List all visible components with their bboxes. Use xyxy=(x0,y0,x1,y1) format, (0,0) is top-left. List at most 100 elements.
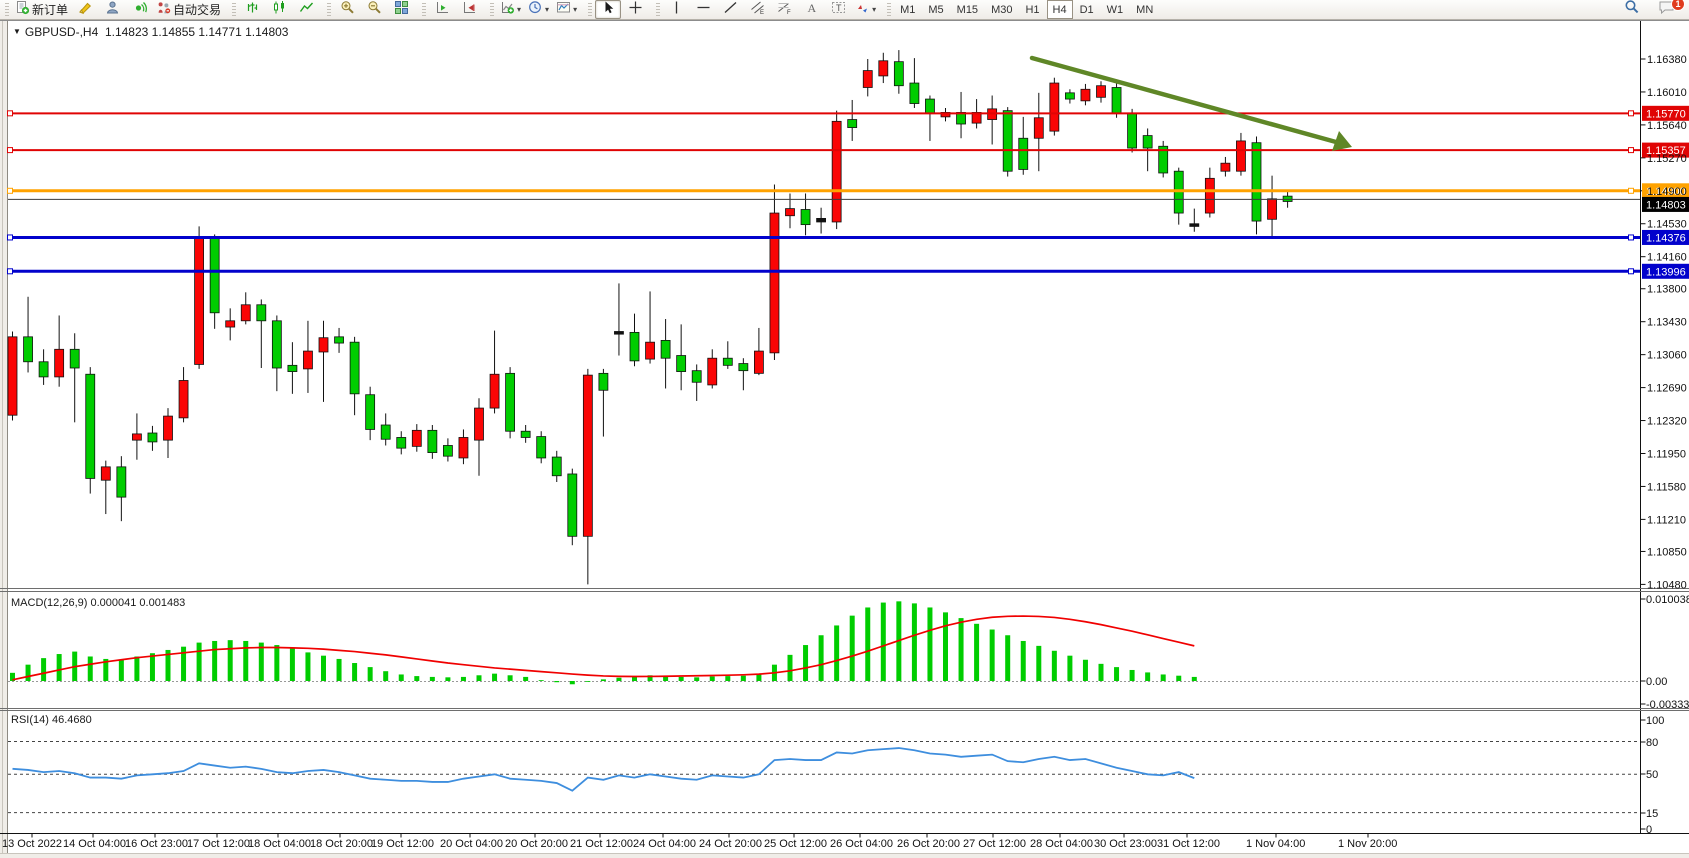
chart-autoscroll-button[interactable] xyxy=(456,0,482,19)
templates-button[interactable]: ▾ xyxy=(553,0,580,19)
line-handle[interactable] xyxy=(7,187,13,194)
arrows-button[interactable]: ▾ xyxy=(852,0,879,19)
line-handle[interactable] xyxy=(1628,234,1634,241)
timeframe-button-w1[interactable]: W1 xyxy=(1106,3,1124,16)
candle xyxy=(551,456,562,477)
text-button[interactable]: A xyxy=(798,0,824,19)
macd-histogram-bar xyxy=(725,676,731,681)
macd-histogram-bar xyxy=(834,625,840,681)
candle xyxy=(536,436,547,459)
collapse-triangle-icon[interactable]: ▼ xyxy=(13,27,21,36)
vertical-line-button[interactable] xyxy=(663,0,689,19)
candle xyxy=(925,98,935,114)
macd-histogram-bar xyxy=(865,607,871,681)
time-tick-label: 24 Oct 20:00 xyxy=(699,838,762,850)
symbol-period: GBPUSD-,H4 xyxy=(24,25,99,39)
macd-pane xyxy=(8,601,1641,685)
cursor-button[interactable] xyxy=(595,0,622,19)
rsi-line xyxy=(12,747,1195,792)
macd-histogram-bar xyxy=(554,681,560,683)
line-handle[interactable] xyxy=(7,110,13,117)
candle xyxy=(676,355,687,372)
macd-histogram-bar xyxy=(1114,667,1120,681)
line-handle[interactable] xyxy=(1628,268,1634,275)
price-tick-label: 1.13060 xyxy=(1647,350,1687,362)
candlestick-chart-button[interactable] xyxy=(266,0,292,19)
macd-histogram-bar xyxy=(1082,659,1088,681)
svg-text:0.010038: 0.010038 xyxy=(1646,594,1689,606)
timeframe-button-h4[interactable]: H4 xyxy=(1046,0,1073,19)
candle xyxy=(427,429,438,454)
time-tick-label: 20 Oct 04:00 xyxy=(440,838,503,850)
time-axis[interactable]: 13 Oct 2022 14 Oct 04:00 16 Oct 23:00 17 Oc… xyxy=(0,833,1689,851)
fibonacci-button[interactable]: F xyxy=(771,0,797,19)
channel-button[interactable]: E xyxy=(744,0,770,19)
timeframe-button-mn[interactable]: MN xyxy=(1136,3,1154,16)
search-button[interactable] xyxy=(1619,0,1645,19)
zoom-in-button[interactable] xyxy=(334,0,360,19)
timeframe-button-m5[interactable]: M5 xyxy=(928,3,944,16)
candle xyxy=(23,336,33,363)
tile-windows-button[interactable] xyxy=(388,0,414,19)
line-handle[interactable] xyxy=(1628,110,1634,117)
candle xyxy=(1251,142,1262,222)
macd-histogram-bar xyxy=(678,676,684,681)
candle xyxy=(1127,112,1137,149)
time-tick-label: 24 Oct 04:00 xyxy=(633,838,696,850)
toolbar-right-icons: 1 xyxy=(1619,0,1689,19)
line-chart-button[interactable] xyxy=(293,0,319,19)
line-handle[interactable] xyxy=(7,234,13,241)
chart-window[interactable]: 1.15770 1.15357 1.14900 1.14803 1.14376 1.139… xyxy=(0,20,1689,858)
signal-button[interactable] xyxy=(126,0,152,19)
timeframe-button-m1[interactable]: M1 xyxy=(900,3,916,16)
candle xyxy=(660,339,671,359)
candle xyxy=(1096,85,1106,98)
svg-text:F: F xyxy=(787,10,791,15)
line-handle[interactable] xyxy=(7,268,13,275)
macd-histogram-bar xyxy=(56,654,62,681)
timeframe-button-m30[interactable]: M30 xyxy=(991,3,1013,16)
chart-shift-button[interactable] xyxy=(429,0,455,19)
horizontal-line-button[interactable] xyxy=(690,0,716,19)
trendline-button[interactable] xyxy=(717,0,743,19)
profile-button[interactable] xyxy=(99,0,125,19)
chat-button[interactable]: 1 xyxy=(1653,0,1685,19)
timeframe-button-m15[interactable]: M15 xyxy=(956,3,979,16)
candle xyxy=(474,407,484,441)
svg-text:1.14376: 1.14376 xyxy=(1646,232,1686,244)
toolbar-group-cursor xyxy=(583,0,651,19)
candle xyxy=(1282,195,1293,202)
time-tick-label: 21 Oct 12:00 xyxy=(570,838,633,850)
candle xyxy=(1204,177,1215,214)
macd-histogram-bar xyxy=(756,673,762,681)
timeframe-button-d1[interactable]: D1 xyxy=(1079,3,1094,16)
add-indicator-button[interactable]: ▾ xyxy=(497,0,524,19)
line-handle[interactable] xyxy=(7,147,13,154)
macd-histogram-bar xyxy=(880,602,886,681)
toolbar-grip xyxy=(232,3,237,16)
text-label-icon: T xyxy=(831,0,846,20)
time-tick-label: 17 Oct 12:00 xyxy=(187,838,250,850)
autotrading-button[interactable]: 自动交易 xyxy=(153,0,224,19)
candle xyxy=(38,361,49,378)
new-order-button[interactable]: 新订单 xyxy=(12,0,71,19)
macd-histogram-bar xyxy=(321,655,326,681)
zoom-out-button[interactable] xyxy=(361,0,387,19)
crosshair-button[interactable] xyxy=(622,0,648,19)
highlight-tool-button[interactable] xyxy=(72,0,98,19)
price-tick-label: 1.16010 xyxy=(1647,87,1687,99)
line-handle[interactable] xyxy=(1628,187,1634,194)
rsi-value: 46.4680 xyxy=(51,714,92,726)
trend-arrow-line[interactable] xyxy=(1029,55,1339,145)
macd-histogram-bar xyxy=(989,629,995,681)
candle xyxy=(334,336,344,344)
timeframe-button-h1[interactable]: H1 xyxy=(1025,3,1040,16)
bar-chart-button[interactable] xyxy=(239,0,265,19)
periods-button[interactable]: ▾ xyxy=(525,0,552,19)
line-handle[interactable] xyxy=(1628,147,1634,154)
text-label-button[interactable]: T xyxy=(825,0,851,19)
candle xyxy=(318,337,329,353)
macd-histogram-bar xyxy=(383,671,389,681)
toolbar-grip xyxy=(422,3,427,16)
candle xyxy=(69,348,80,369)
